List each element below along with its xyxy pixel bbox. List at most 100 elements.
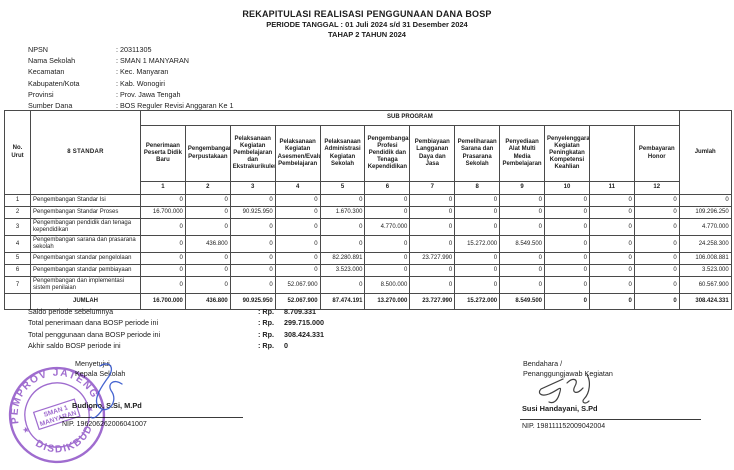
summary-row-saldo-sebelumnya: Saldo periode sebelumnya : Rp. 8.709.331 [28, 306, 324, 317]
subprogram-value: 4.770.000 [364, 217, 411, 237]
subprogram-column-header: Pelaksanaan Kegiatan Pembelajaran dan Ek… [229, 125, 276, 182]
subprogram-value: 3.523.000 [319, 264, 366, 278]
subprogram-value: 0 [409, 235, 456, 254]
subprogram-value: 0 [184, 194, 231, 207]
table-row: 1 Pengembangan Standar Isi 0 0 0 0 0 0 0 0 0 0 0 0 0 [4, 194, 732, 207]
subprogram-column-header: Pelaksanaan Kegiatan Asesmen/Evaluasi Pe… [274, 125, 321, 182]
column-header-jumlah: Jumlah [678, 110, 732, 195]
subprogram-column-number: 4 [274, 181, 321, 195]
total-label: JUMLAH [30, 293, 141, 311]
subprogram-column-number: 10 [544, 181, 590, 195]
table-head: No. Urut 8 STANDAR SUB PROGRAM Jumlah Pe… [4, 110, 732, 195]
info-value: : Prov. Jawa Tengah [116, 89, 181, 99]
subprogram-value: 0 [274, 235, 321, 254]
info-value: : Kec. Manyaran [116, 67, 169, 77]
subprogram-column-header: Pembiayaan Langganan Daya dan Jasa [409, 125, 456, 182]
subprogram-value: 0 [633, 252, 680, 266]
right-signature-line [520, 419, 701, 420]
info-row-nama-sekolah: Nama Sekolah : SMAN 1 MANYARAN [28, 55, 233, 66]
right-signature-nip: NIP. 198111152009042004 [522, 423, 606, 430]
info-value: : BOS Reguler Revisi Anggaran Ke 1 [116, 101, 234, 111]
subprogram-names-row: Penerimaan Peserta Didik Baru Pengembanga… [5, 125, 732, 182]
info-row-kecamatan: Kecamatan : Kec. Manyaran [28, 66, 233, 77]
subprogram-value: 0 [633, 235, 680, 254]
page-title: REKAPITULASI REALISASI PENGGUNAAN DANA B… [242, 9, 492, 19]
subprogram-value: 0 [544, 276, 590, 295]
subprogram-value: 0 [544, 206, 590, 219]
subprogram-column-number: 5 [319, 181, 366, 195]
subprogram-value: 0 [544, 252, 590, 266]
subprogram-column-number: 8 [454, 181, 501, 195]
subprogram-value: 0 [499, 264, 546, 278]
subprogram-column-header: Penyediaan Alat Multi Media Pembelajaran [499, 125, 546, 182]
subprogram-value: 0 [409, 194, 456, 207]
standar-name: Pengembangan sarana dan prasarana sekola… [30, 235, 141, 254]
subprogram-value: 0 [409, 206, 456, 219]
grand-total: 308.424.331 [678, 293, 732, 311]
right-signature-role-line1: Bendahara / [523, 359, 563, 368]
row-number: 1 [4, 194, 31, 207]
table-body: 1 Pengembangan Standar Isi 0 0 0 0 0 0 0 0 0 0 0 0 0 2 P… [4, 194, 732, 311]
subprogram-value: 0 [184, 206, 231, 219]
subprogram-column-header: Pemeliharaan Sarana dan Prasarana Sekola… [454, 125, 501, 182]
row-number: 6 [4, 264, 31, 278]
subprogram-value: 0 [319, 276, 366, 295]
subprogram-value: 0 [140, 276, 186, 295]
subprogram-value: 0 [409, 264, 456, 278]
info-label: Kabupaten/Kota [28, 78, 80, 88]
subprogram-value: 0 [544, 264, 590, 278]
subprogram-value: 0 [229, 252, 276, 266]
column-header-8-standar: 8 STANDAR [30, 110, 141, 195]
subprogram-value: 0 [274, 252, 321, 266]
info-row-provinsi: Provinsi : Prov. Jawa Tengah [28, 89, 233, 100]
subprogram-value: 0 [454, 217, 501, 237]
info-value: : Kab. Wonogiri [116, 78, 166, 88]
subprogram-value: 0 [364, 194, 411, 207]
subprogram-value: 0 [544, 217, 590, 237]
info-value: : 20311305 [116, 45, 152, 55]
summary-amount: 308.424.331 [284, 329, 324, 339]
subprogram-value: 0 [588, 206, 635, 219]
column-total-value: 0 [633, 293, 680, 311]
currency-prefix: : Rp. [258, 307, 274, 317]
subprogram-value: 0 [319, 194, 366, 207]
subprogram-column-header: Penerimaan Peserta Didik Baru [140, 125, 186, 182]
subprogram-value: 8.549.500 [499, 235, 546, 254]
row-total: 106.008.881 [678, 252, 732, 266]
subprogram-value: 0 [499, 252, 546, 266]
subprogram-value: 8.500.000 [364, 276, 411, 295]
summary-label: Total penerimaan dana BOSP periode ini [28, 318, 159, 328]
subprogram-column-number: 9 [499, 181, 546, 195]
subprogram-column-number: 12 [633, 181, 680, 195]
left-signature-line [60, 417, 243, 418]
summary-label: Saldo periode sebelumnya [28, 307, 114, 317]
subprogram-value: 0 [633, 264, 680, 278]
subprogram-value: 0 [319, 217, 366, 237]
left-signature-role: Menyetujui, Kepala Sekolah [75, 359, 125, 378]
subprogram-value: 0 [364, 235, 411, 254]
subprogram-value: 0 [140, 217, 186, 237]
subprogram-value: 0 [454, 264, 501, 278]
row-total: 0 [678, 194, 732, 207]
summary-row-akhir-saldo: Akhir saldo BOSP periode ini : Rp. 0 [28, 340, 324, 351]
column-header-sub-program: SUB PROGRAM [140, 110, 680, 126]
subprogram-value: 0 [409, 276, 456, 295]
subprogram-value: 0 [544, 194, 590, 207]
subprogram-value: 0 [229, 217, 276, 237]
info-label: Sumber Dana [28, 101, 73, 111]
subprogram-value: 0 [140, 235, 186, 254]
subprogram-value: 0 [184, 217, 231, 237]
subprogram-column-header: Penyelenggaran Kegiatan Peningkatan Komp… [544, 125, 590, 182]
subprogram-column-header: Pengembangan Perpustakaan [184, 125, 231, 182]
subprogram-value: 0 [364, 206, 411, 219]
standar-name: Pengembangan standar pengelolaan [30, 252, 141, 266]
subprogram-value: 0 [319, 235, 366, 254]
info-value: : SMAN 1 MANYARAN [116, 56, 189, 66]
subprogram-value: 0 [633, 206, 680, 219]
subprogram-column-number: 6 [364, 181, 411, 195]
subprogram-column-number: 3 [229, 181, 276, 195]
subprogram-value: 0 [588, 235, 635, 254]
subprogram-value: 0 [140, 252, 186, 266]
column-total-value: 0 [544, 293, 590, 311]
column-header-no-urut: No. Urut [4, 110, 31, 195]
